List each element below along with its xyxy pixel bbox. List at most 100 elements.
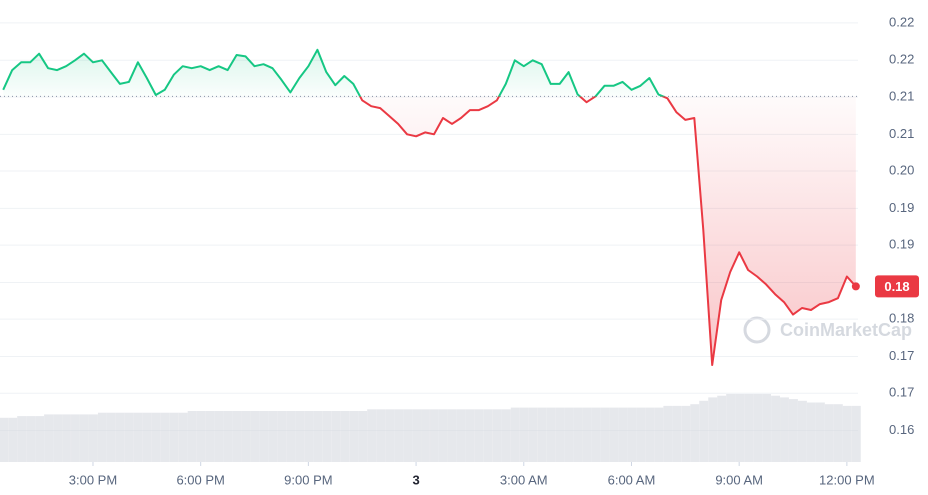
volume-bar <box>268 411 278 462</box>
volume-bar <box>780 397 789 462</box>
last-point <box>851 282 860 291</box>
volume-bar <box>555 407 565 462</box>
volume-bar <box>645 407 655 462</box>
volume-bar <box>789 399 798 462</box>
volume-bar <box>403 409 413 462</box>
volume-bar <box>528 407 538 462</box>
volume-bar <box>178 412 188 462</box>
volume-bar <box>133 412 143 462</box>
volume-bar <box>187 411 197 462</box>
y-tick-label: 0.17 <box>889 348 914 363</box>
volume-bar <box>753 394 763 462</box>
x-tick-label: 12:00 PM <box>819 472 875 487</box>
volume-bar <box>97 412 107 462</box>
volume-bar <box>331 411 341 462</box>
volume-bar <box>510 407 520 462</box>
volume-bar <box>223 411 233 462</box>
volume-bar <box>232 411 242 462</box>
volume-bar <box>663 405 673 462</box>
volume-bar <box>53 414 62 462</box>
volume-bar <box>447 409 457 462</box>
y-tick-label: 0.22 <box>889 14 914 29</box>
volume-bar <box>600 407 610 462</box>
volume-bar <box>151 412 161 462</box>
volume-bar <box>340 411 350 462</box>
volume-bar <box>492 409 502 462</box>
volume-bar <box>690 404 700 462</box>
volume-bar <box>313 411 323 462</box>
volume-bar <box>815 402 825 462</box>
volume-bar <box>241 411 251 462</box>
volume-bar <box>474 409 484 462</box>
y-tick-label: 0.18 <box>889 311 914 326</box>
watermark-text: CoinMarketCap <box>780 320 912 340</box>
volume-bar <box>582 407 592 462</box>
volume-bar <box>672 405 682 462</box>
x-tick-label: 9:00 PM <box>284 472 332 487</box>
volume-bar <box>456 409 466 462</box>
volume-bar <box>771 395 780 462</box>
price-badge <box>875 275 919 298</box>
volume-bar <box>501 409 511 462</box>
volume-bar <box>124 412 134 462</box>
volume-bar <box>744 394 754 462</box>
volume-bar <box>591 407 601 462</box>
volume-bar <box>142 412 152 462</box>
volume-bar <box>797 400 807 462</box>
y-tick-label: 0.16 <box>889 422 914 437</box>
y-tick-label: 0.21 <box>889 88 914 103</box>
volume-bar <box>358 411 368 462</box>
volume-bar <box>349 411 359 462</box>
y-tick-label: 0.22 <box>889 52 914 67</box>
volume-bar <box>44 414 54 462</box>
volume-bar <box>196 411 206 462</box>
volume-bar <box>708 397 718 462</box>
volume-bar <box>295 411 305 462</box>
volume-bar <box>636 407 646 462</box>
volume-bar <box>618 407 628 462</box>
volume-bar <box>842 405 852 462</box>
volume-bar <box>833 404 843 462</box>
volume-bar <box>564 407 574 462</box>
volume-bar <box>88 414 98 462</box>
volume-bar <box>421 409 430 462</box>
volume-bar <box>439 409 448 462</box>
volume-bar <box>609 407 619 462</box>
volume-bar <box>71 414 80 462</box>
volume-bar <box>62 414 71 462</box>
volume-bar <box>573 407 583 462</box>
volume-bar <box>412 409 421 462</box>
volume-bar <box>259 411 269 462</box>
volume-bar <box>394 409 404 462</box>
volume-bar <box>160 412 170 462</box>
x-tick-label: 3:00 PM <box>69 472 117 487</box>
y-tick-label: 0.21 <box>889 126 914 141</box>
volume-bar <box>26 416 36 462</box>
volume-bar <box>169 412 179 462</box>
y-tick-label: 0.19 <box>889 200 914 215</box>
x-tick-label: 3:00 AM <box>500 472 548 487</box>
y-tick-label: 0.19 <box>889 237 914 252</box>
volume-bar <box>115 412 125 462</box>
volume-bar <box>106 412 116 462</box>
volume-bar <box>17 416 27 462</box>
volume-bar <box>0 417 9 462</box>
volume-bar <box>762 394 771 462</box>
volume-bar <box>304 411 314 462</box>
x-tick-label: 6:00 AM <box>608 472 656 487</box>
volume-bar <box>80 414 89 462</box>
volume-bar <box>214 411 224 462</box>
volume-bar <box>851 405 861 462</box>
watermark: CoinMarketCap <box>743 316 912 344</box>
volume-bar <box>430 409 439 462</box>
volume-bar <box>537 407 547 462</box>
volume-bar <box>277 411 287 462</box>
volume-bar <box>735 394 745 462</box>
price-line <box>2 48 857 366</box>
volume-bar <box>519 407 529 462</box>
price-badge-label: 0.18 <box>884 279 909 294</box>
volume-bar <box>824 404 834 462</box>
volume-bar <box>205 411 215 462</box>
volume-bar <box>376 409 386 462</box>
